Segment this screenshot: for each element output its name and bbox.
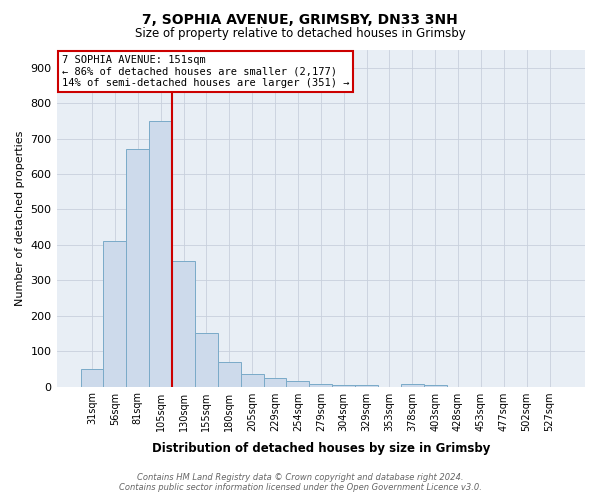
Bar [424, 385, 446, 386]
Bar [218, 362, 241, 386]
Bar [263, 378, 286, 386]
Bar [355, 385, 378, 386]
Text: Contains HM Land Registry data © Crown copyright and database right 2024.
Contai: Contains HM Land Registry data © Crown c… [119, 473, 481, 492]
Text: Size of property relative to detached houses in Grimsby: Size of property relative to detached ho… [134, 28, 466, 40]
Bar [286, 380, 310, 386]
Bar [332, 385, 355, 386]
Bar [310, 384, 332, 386]
Text: 7, SOPHIA AVENUE, GRIMSBY, DN33 3NH: 7, SOPHIA AVENUE, GRIMSBY, DN33 3NH [142, 12, 458, 26]
Bar [149, 121, 172, 386]
X-axis label: Distribution of detached houses by size in Grimsby: Distribution of detached houses by size … [152, 442, 490, 455]
Bar [401, 384, 424, 386]
Bar [195, 334, 218, 386]
Bar [80, 369, 103, 386]
Text: 7 SOPHIA AVENUE: 151sqm
← 86% of detached houses are smaller (2,177)
14% of semi: 7 SOPHIA AVENUE: 151sqm ← 86% of detache… [62, 55, 349, 88]
Y-axis label: Number of detached properties: Number of detached properties [15, 130, 25, 306]
Bar [103, 242, 127, 386]
Bar [241, 374, 263, 386]
Bar [172, 261, 195, 386]
Bar [127, 149, 149, 386]
